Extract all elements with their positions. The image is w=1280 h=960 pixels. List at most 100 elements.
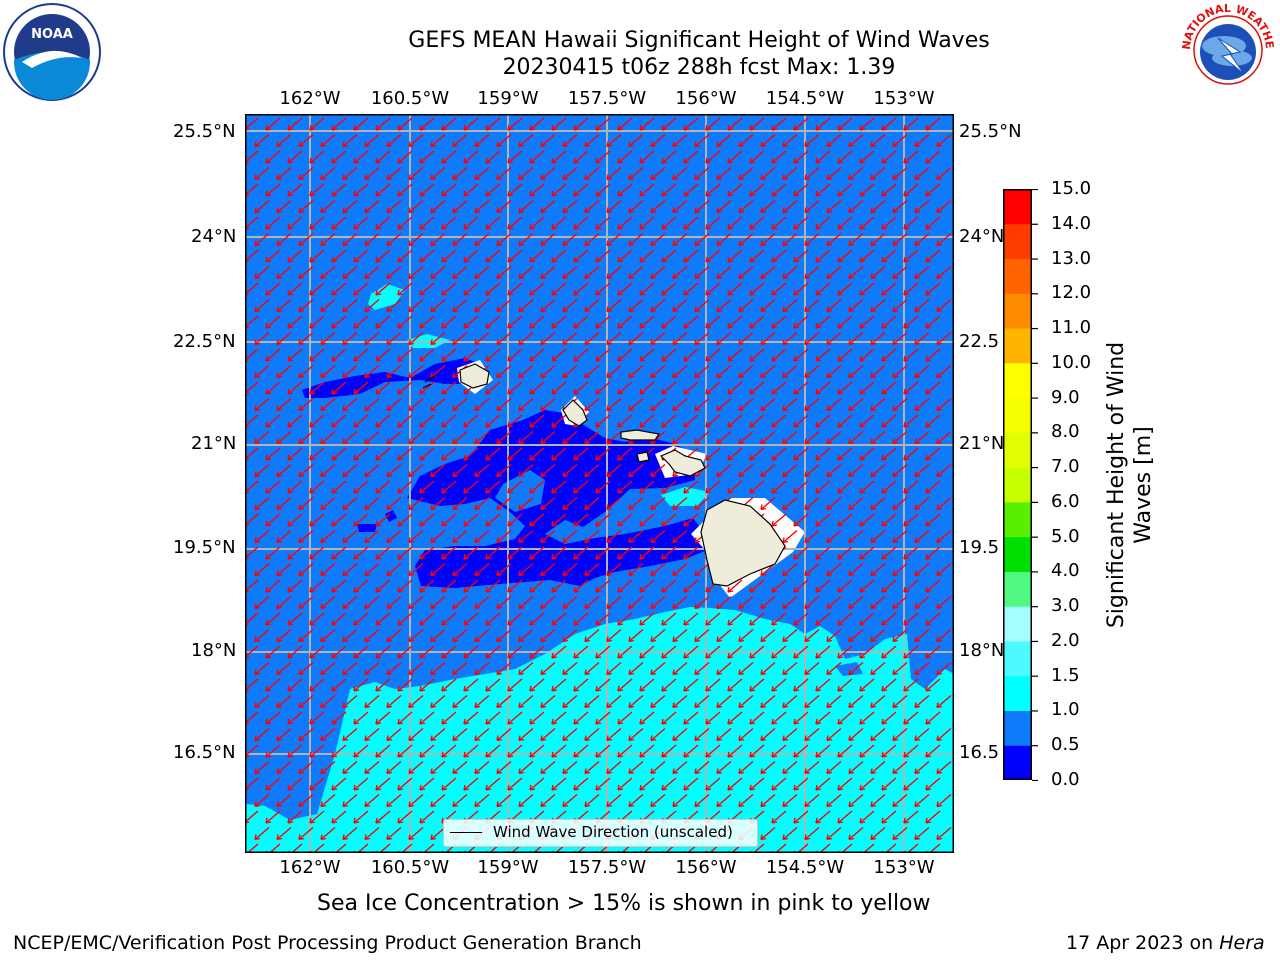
lat-label-left: 25.5°N (173, 121, 236, 142)
colorbar-tick-label: 15.0 (1051, 178, 1092, 199)
lon-label-top: 157.5°W (567, 88, 647, 109)
lat-label-left: 21°N (191, 433, 237, 454)
ocean-low-region (302, 358, 485, 398)
lat-label-left: 24°N (191, 226, 237, 247)
lat-label-left: 22.5°N (173, 331, 236, 352)
legend-label: Wind Wave Direction (unscaled) (493, 823, 733, 841)
colorbar-tick-label: 1.0 (1051, 699, 1080, 721)
colorbar-tick-label: 5.0 (1051, 525, 1080, 547)
lon-label-top: 159°W (477, 88, 539, 109)
colorbar-tick-label: 0.0 (1051, 769, 1080, 790)
lon-label-bottom: 159°W (477, 857, 539, 878)
lat-label-right: 25.5°N (959, 121, 1022, 142)
lat-label-right: 24°N (959, 226, 1005, 247)
colorbar-tick-label: 9.0 (1051, 386, 1080, 408)
wave-height-map (245, 114, 954, 853)
lon-label-top: 162°W (279, 88, 341, 109)
colorbar-tick-label: 1.5 (1051, 664, 1080, 686)
colorbar-ticks (1032, 189, 1038, 781)
colorbar-tick-label: 4.0 (1051, 560, 1080, 582)
wind-wave-arrow-set (245, 117, 952, 853)
colorbar-band (1003, 745, 1032, 780)
colorbar-band (1003, 501, 1032, 538)
lon-label-top: 160.5°W (370, 88, 450, 109)
colorbar-band (1003, 223, 1032, 260)
island-molokai (620, 429, 661, 441)
ocean-mid-patch (835, 662, 863, 676)
colorbar-band (1003, 258, 1032, 294)
sea-ice-caption: Sea Ice Concentration > 15% is shown in … (317, 891, 931, 916)
island-niihau (422, 375, 436, 389)
colorbar-tick-label: 0.5 (1051, 734, 1080, 756)
lat-label-right: 21°N (959, 433, 1005, 454)
date-text: 17 Apr 2023 on (1066, 932, 1220, 954)
lon-label-bottom: 160.5°W (370, 857, 450, 878)
colorbar-tick-label: 3.0 (1051, 595, 1080, 617)
lat-label-left: 19.5°N (173, 537, 236, 558)
branch-caption: NCEP/EMC/Verification Post Processing Pr… (13, 932, 642, 954)
lon-label-bottom: 156°W (675, 857, 737, 878)
colorbar (1003, 189, 1032, 780)
ocean-low-patch (357, 524, 377, 532)
colorbar-frame (1003, 189, 1032, 780)
colorbar-band (1003, 640, 1032, 677)
ocean-low-patch (385, 510, 397, 522)
colorbar-tick-label: 12.0 (1051, 282, 1092, 304)
lat-label-right: 19.5 (959, 537, 1000, 558)
noaa-logo: NOAA (3, 3, 101, 101)
colorbar-tick-label: 10.0 (1051, 351, 1092, 373)
lon-label-bottom: 157.5°W (567, 857, 647, 878)
lat-label-left: 18°N (191, 640, 237, 661)
chart-title-line1: GEFS MEAN Hawaii Significant Height of W… (408, 28, 990, 53)
colorbar-band (1003, 362, 1032, 399)
noaa-logo-text: NOAA (31, 27, 73, 42)
colorbar-band (1003, 571, 1032, 607)
island-maui (659, 449, 706, 477)
date-caption: 17 Apr 2023 on Hera (1066, 932, 1265, 954)
map-frame (245, 114, 954, 853)
legend-line-sample (450, 832, 482, 833)
colorbar-band (1003, 293, 1032, 329)
lon-label-bottom: 162°W (279, 857, 341, 878)
map-legend: Wind Wave Direction (unscaled) (443, 819, 758, 847)
lat-label-right: 16.5 (959, 742, 1000, 763)
colorbar-tick-label: 6.0 (1051, 490, 1080, 512)
lat-label-right: 18°N (959, 640, 1005, 661)
nws-logo: NATIONAL WEATHER SERVICE (1178, 0, 1276, 97)
chart-title-line2: 20230415 t06z 288h fcst Max: 1.39 (502, 55, 896, 80)
lon-label-bottom: 153°W (873, 857, 935, 878)
wind-wave-arrows (245, 117, 952, 853)
ocean-high-region (245, 607, 954, 853)
colorbar-band (1003, 606, 1032, 642)
colorbar-band (1003, 710, 1032, 746)
lon-label-top: 154.5°W (765, 88, 845, 109)
colorbar-tick-label: 13.0 (1051, 247, 1092, 269)
colorbar-bands (1003, 189, 1032, 780)
colorbar-band (1003, 189, 1032, 225)
colorbar-band (1003, 467, 1032, 503)
colorbar-tick-label: 8.0 (1051, 421, 1080, 443)
colorbar-band (1003, 536, 1032, 572)
colorbar-band (1003, 328, 1032, 364)
lat-label-right: 22.5 (959, 331, 1000, 352)
colorbar-label-line1: Significant Height of Wind (1104, 341, 1129, 629)
lon-label-top: 153°W (873, 88, 935, 109)
colorbar-tick-label: 7.0 (1051, 456, 1080, 478)
islands (422, 363, 786, 587)
colorbar-band (1003, 675, 1032, 711)
colorbar-tick-label: 14.0 (1051, 212, 1092, 234)
ocean-high-patch (661, 487, 710, 506)
machine-name: Hera (1219, 932, 1265, 954)
island-hawaii (700, 499, 786, 587)
island-lanai (636, 451, 650, 463)
colorbar-label-line2: Waves [m] (1131, 426, 1156, 544)
island-kauai (459, 363, 490, 389)
lon-label-top: 156°W (675, 88, 737, 109)
colorbar-band (1003, 397, 1032, 433)
lon-label-bottom: 154.5°W (765, 857, 845, 878)
island-oahu (562, 399, 588, 427)
colorbar-band (1003, 432, 1032, 468)
colorbar-tick-label: 11.0 (1051, 317, 1092, 339)
colorbar-tick-label: 2.0 (1051, 629, 1080, 651)
lat-label-left: 16.5°N (173, 742, 236, 763)
